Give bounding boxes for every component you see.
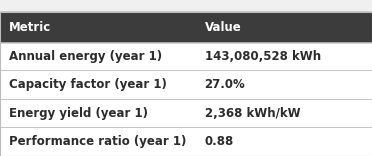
Text: 0.88: 0.88	[205, 135, 234, 148]
Bar	[0, 12, 372, 42]
Bar	[0, 70, 372, 99]
Text: Energy yield (year 1): Energy yield (year 1)	[9, 107, 148, 120]
Bar	[0, 99, 372, 127]
Text: 27.0%: 27.0%	[205, 78, 246, 91]
Text: 143,080,528 kWh: 143,080,528 kWh	[205, 50, 321, 63]
Bar	[0, 42, 372, 70]
Text: Performance ratio (year 1): Performance ratio (year 1)	[9, 135, 187, 148]
Text: Capacity factor (year 1): Capacity factor (year 1)	[9, 78, 167, 91]
Text: Annual energy (year 1): Annual energy (year 1)	[9, 50, 163, 63]
Text: 2,368 kWh/kW: 2,368 kWh/kW	[205, 107, 300, 120]
Bar	[0, 127, 372, 156]
Text: Value: Value	[205, 21, 241, 34]
Text: Metric: Metric	[9, 21, 52, 34]
